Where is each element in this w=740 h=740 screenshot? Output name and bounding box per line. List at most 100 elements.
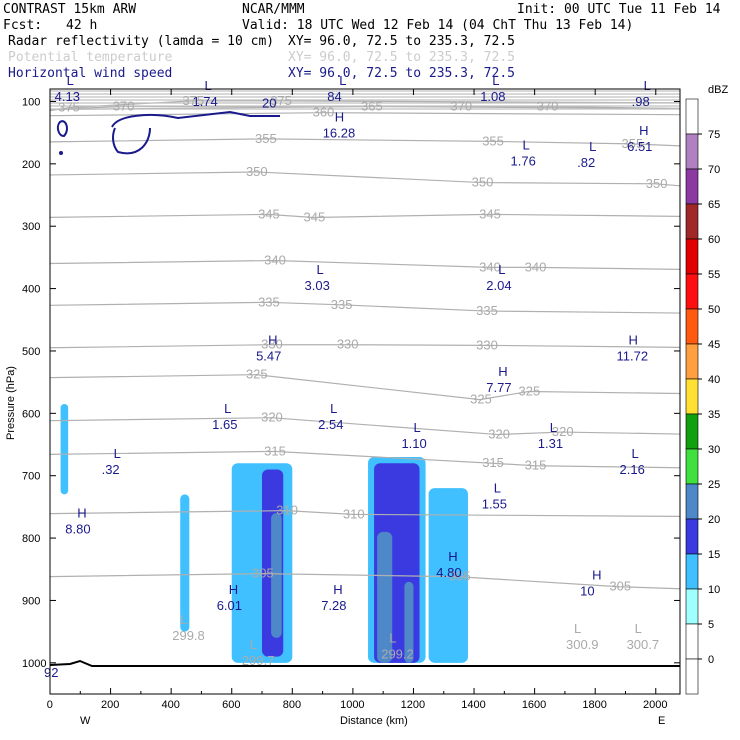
field-xy: XY= 96.0, 72.5 to 235.3, 72.5: [288, 34, 515, 49]
wind-extremum-value: 10: [580, 584, 594, 599]
colorbar-label: 30: [708, 444, 720, 456]
terrain-surface: [49, 659, 680, 667]
wind-extremum-type: H: [448, 549, 457, 564]
wind-extremum-value: 5.47: [256, 349, 281, 364]
x-left-label: W: [80, 715, 91, 727]
isentrope-label: 370: [537, 98, 559, 113]
reflectivity-cell: [271, 513, 282, 638]
theta-low-marker: L: [635, 621, 642, 636]
wind-extremum-type: H: [333, 582, 342, 597]
y-axis: 100 200 300 400 500 600 700 800 900 1000: [22, 96, 680, 670]
wind-extremum-value: .82: [577, 155, 595, 170]
colorbar-label: 65: [708, 199, 720, 211]
colorbar-swatch: [685, 448, 699, 485]
isentrope-label: 365: [361, 98, 383, 113]
isentrope-label: 370: [113, 98, 135, 113]
y-tick-label: 200: [22, 159, 40, 171]
wind-extremum-type: H: [229, 582, 238, 597]
wind-extremum-value: 4.13: [55, 89, 80, 104]
colorbar-swatch: [685, 553, 699, 590]
colorbar-swatch: [685, 308, 699, 345]
isentrope-label: 350: [472, 175, 494, 190]
isentrope-label: 345: [258, 206, 280, 221]
colorbar-swatch: [685, 273, 699, 310]
y-tick-label: 300: [22, 221, 40, 233]
colorbar-label: 70: [708, 164, 720, 176]
reflectivity-cell: [404, 581, 414, 663]
colorbar-swatch: [685, 518, 699, 555]
isentrope-325: [49, 374, 681, 401]
colorbar-swatch: [685, 378, 699, 415]
theta-low-value: 300.7: [627, 637, 660, 652]
wind-extremum-type: H: [498, 364, 507, 379]
colorbar-swatch: [685, 658, 699, 695]
isentrope-label: 310: [343, 506, 365, 521]
reflectivity-cell: [60, 403, 69, 495]
colorbar-label: 0: [708, 654, 714, 666]
isentrope-350: [49, 171, 681, 187]
colorbar-swatch: [685, 483, 699, 520]
x-tick-label: 400: [162, 699, 180, 711]
colorbar-label: 10: [708, 584, 720, 596]
wind-extremum-type: L: [339, 73, 346, 88]
wind-extremum-value: 4.80: [436, 565, 461, 580]
isentrope-315: [49, 450, 681, 469]
x-tick-label: 1400: [461, 699, 485, 711]
isentrope-lines: [49, 90, 681, 590]
isentrope-label: 305: [449, 569, 471, 584]
reflectivity-fill: [60, 403, 468, 663]
x-axis: 0 200 400 600 800 1000 1200 1400 1600 1800 2000: [47, 89, 667, 711]
y-tick-label: 100: [22, 96, 40, 108]
field-name: Horizontal wind speed: [8, 66, 172, 81]
isentrope-label: 375: [58, 100, 80, 115]
wind-extremum-type: L: [550, 420, 557, 435]
theta-low-value: 300.9: [566, 637, 599, 652]
theta-low-value: 299.2: [381, 647, 414, 662]
wind-extremum-type: L: [644, 78, 651, 93]
wind-extremum-value: 11.72: [617, 349, 649, 364]
colorbar-swatch: [685, 238, 699, 275]
wind-extremum-value: 1.31: [538, 436, 563, 451]
terrain-line: [49, 659, 680, 667]
model-title: CONTRAST 15km ARW: [3, 2, 136, 17]
wind-extremum-type: H: [629, 333, 638, 348]
isentrope-345: [49, 213, 681, 219]
wind-extremum-value: 2.04: [486, 278, 511, 293]
colorbar-label: 75: [708, 129, 720, 141]
colorbar-swatch: [685, 588, 699, 625]
isentrope-label: 355: [482, 133, 504, 148]
isentrope-label: 350: [246, 164, 268, 179]
y-tick-label: 1000: [22, 658, 46, 670]
x-axis-label: Distance (km): [340, 715, 408, 727]
colorbar: 0 5 10 15 20 25 30 35 40 45 50 55 60 65 70 75: [685, 98, 720, 695]
isentrope-label: 370: [450, 98, 472, 113]
colorbar-swatch: [685, 168, 699, 205]
colorbar-label: 25: [708, 479, 720, 491]
theta-low-marker: L: [389, 631, 396, 646]
theta-low-marker: L: [180, 612, 187, 627]
colorbar-swatch: [685, 623, 699, 660]
wind-extremum-type: L: [330, 401, 337, 416]
isentrope-label: 320: [488, 427, 510, 442]
colorbar-label: 45: [708, 339, 720, 351]
x-tick-label: 800: [283, 699, 301, 711]
y-tick-label: 400: [22, 284, 40, 296]
colorbar-label: 20: [708, 514, 720, 526]
y-tick-label: 700: [22, 471, 40, 483]
wind-extremum-type: L: [492, 73, 499, 88]
x-tick-label: 600: [222, 699, 240, 711]
wind-extremum-type: L: [224, 401, 231, 416]
plot-frame: [49, 88, 681, 695]
wind-extremum-value: 1.65: [212, 417, 237, 432]
theta-low-value: 299.8: [172, 628, 205, 643]
wind-extremum-type: L: [494, 480, 501, 495]
wind-contour-label: 20: [262, 95, 276, 110]
isentrope-label: 350: [646, 176, 668, 191]
isentrope-label: 325: [246, 367, 268, 382]
wind-extremum-type: H: [77, 505, 86, 520]
wind-speed-contour: [56, 120, 68, 138]
reflectivity-cell: [428, 488, 468, 663]
x-tick-label: 1600: [522, 699, 546, 711]
isentrope-label: 375: [270, 93, 292, 108]
